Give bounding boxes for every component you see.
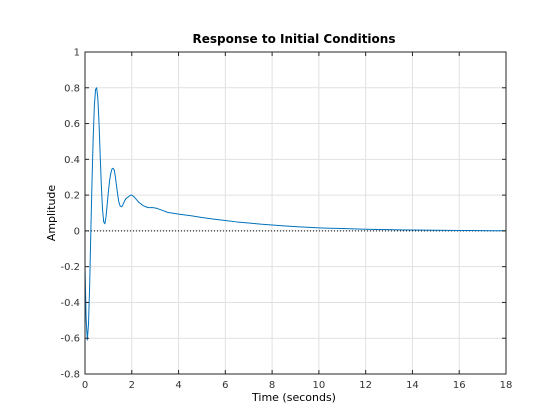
y-tick-label: 0.8: [64, 83, 80, 94]
series: [84, 87, 506, 341]
x-tick-label: 6: [222, 380, 228, 391]
y-axis-label: Amplitude: [45, 185, 58, 242]
grid: [84, 51, 507, 375]
y-tick-label: -0.6: [60, 334, 80, 345]
x-tick-label: 4: [175, 380, 181, 391]
x-tick-label: 16: [453, 380, 466, 391]
y-tick-label: -0.8: [60, 370, 80, 381]
chart-title: Response to Initial Conditions: [193, 32, 396, 46]
y-axis-ticks: -0.8 -0.6 -0.4 -0.2 0 0.2 0.4 0.6 0.8 1: [60, 48, 506, 381]
axes-frame: [84, 51, 507, 375]
y-tick-label: 0.2: [64, 191, 80, 202]
x-axis-label: Time (seconds): [251, 391, 336, 404]
y-tick-label: -0.4: [60, 298, 80, 309]
plot-frame: [84, 51, 507, 375]
x-tick-label: 14: [406, 380, 419, 391]
y-tick-label: 0.4: [64, 155, 80, 166]
y-tick-label: -0.2: [60, 262, 80, 273]
x-axis-ticks: 0 2 4 6 8 10 12 14 16 18: [82, 52, 513, 391]
x-tick-label: 12: [359, 380, 372, 391]
x-tick-label: 18: [500, 380, 513, 391]
y-tick-label: 1: [74, 48, 80, 59]
x-tick-label: 10: [313, 380, 326, 391]
x-tick-label: 8: [269, 380, 275, 391]
x-tick-label: 2: [129, 380, 135, 391]
y-tick-label: 0.6: [64, 119, 80, 130]
series-line-0: [84, 87, 506, 341]
y-tick-label: 0: [74, 226, 80, 237]
x-tick-label: 0: [82, 380, 88, 391]
